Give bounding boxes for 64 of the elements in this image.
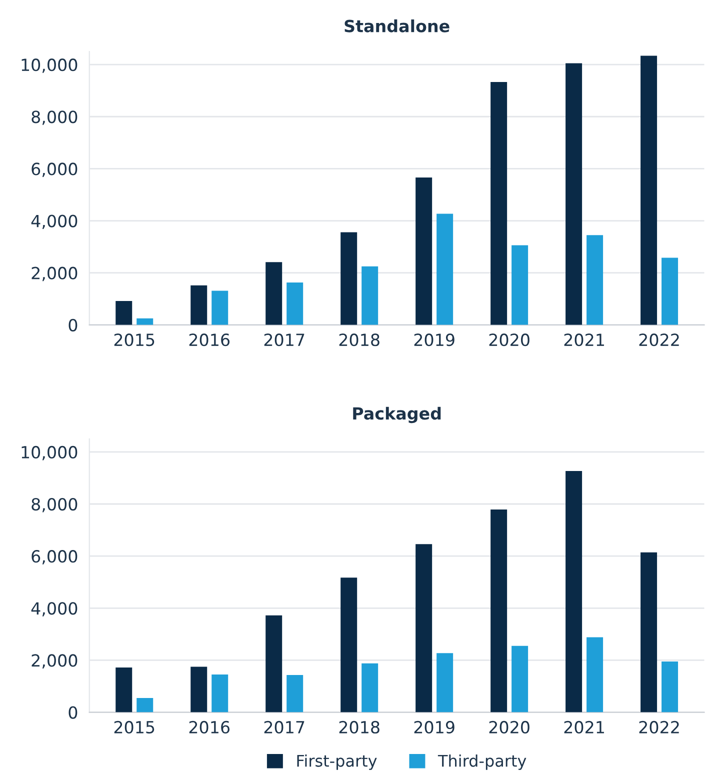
bar	[566, 63, 582, 325]
bar	[436, 653, 454, 712]
legend-label: First-party	[297, 754, 377, 770]
x-tick-label: 2022	[639, 334, 679, 346]
x-tick-label: 2016	[189, 334, 230, 346]
bar	[586, 235, 604, 325]
chart-title: Packaged	[353, 406, 441, 424]
x-tick-label: 2020	[489, 720, 530, 734]
bar	[340, 578, 358, 712]
bar	[266, 615, 282, 712]
bar	[362, 663, 378, 712]
bar	[136, 698, 154, 712]
bar	[416, 178, 432, 325]
bar	[190, 666, 208, 712]
x-tick-label: 2015	[114, 720, 154, 734]
y-tick-label: 10,000	[22, 446, 78, 460]
bar	[190, 285, 208, 325]
bar	[640, 552, 658, 712]
bar	[116, 300, 132, 325]
bar	[136, 318, 154, 325]
bar	[436, 214, 454, 325]
bar	[490, 509, 508, 712]
y-tick-label: 4,000	[31, 214, 78, 230]
y-tick-label: 10,000	[22, 58, 78, 73]
y-tick-label: 2,000	[32, 654, 78, 668]
y-tick-label: 0	[68, 318, 78, 332]
bar	[212, 290, 228, 325]
y-tick-label: 8,000	[32, 498, 78, 512]
bar	[340, 232, 358, 325]
x-tick-label: 2020	[489, 334, 530, 346]
y-tick-label: 0	[68, 706, 78, 719]
x-tick-label: 2019	[414, 720, 454, 734]
legend-label: Third-party	[438, 754, 526, 770]
x-tick-label: 2018	[339, 334, 380, 346]
bar	[416, 544, 432, 712]
bar	[586, 637, 604, 712]
y-tick-label: 8,000	[32, 110, 78, 125]
bar	[286, 675, 304, 712]
bar	[566, 470, 582, 712]
bar	[512, 646, 528, 712]
y-tick-label: 2,000	[32, 266, 78, 282]
bar	[286, 282, 304, 325]
x-tick-label: 2017	[264, 720, 304, 734]
x-tick-label: 2021	[564, 720, 604, 734]
y-tick-label: 4,000	[31, 602, 78, 616]
bar	[116, 667, 132, 712]
bar	[662, 662, 678, 712]
x-tick-label: 2022	[639, 720, 679, 734]
bar	[640, 56, 658, 325]
bar	[662, 258, 678, 325]
y-tick-label: 6,000	[32, 162, 78, 177]
bar	[512, 245, 528, 325]
bar	[490, 82, 508, 325]
x-tick-label: 2021	[564, 334, 604, 346]
x-tick-label: 2017	[264, 334, 304, 346]
y-tick-label: 6,000	[32, 550, 78, 564]
bar	[362, 266, 378, 325]
bar	[212, 674, 228, 712]
x-tick-label: 2018	[339, 720, 380, 734]
x-tick-label: 2015	[114, 334, 154, 346]
x-tick-label: 2016	[189, 720, 230, 734]
bar	[266, 262, 282, 325]
x-tick-label: 2019	[414, 334, 454, 346]
chart-title: Standalone	[344, 19, 450, 32]
